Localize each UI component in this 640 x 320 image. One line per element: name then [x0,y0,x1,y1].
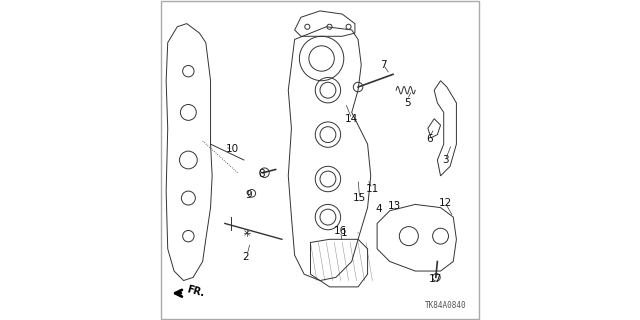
Text: 4: 4 [376,204,382,214]
Text: 10: 10 [226,144,239,154]
Text: 12: 12 [438,198,452,208]
Text: 14: 14 [345,114,358,124]
Text: 3: 3 [442,155,449,165]
Text: 13: 13 [388,201,401,211]
Text: 15: 15 [353,193,366,203]
Text: FR.: FR. [185,284,205,299]
Text: 11: 11 [365,184,379,194]
Text: 8: 8 [258,169,264,179]
Text: 5: 5 [404,98,410,108]
Text: 1: 1 [340,228,347,238]
Text: 2: 2 [242,252,249,262]
Text: TK84A0840: TK84A0840 [424,301,466,310]
Text: 17: 17 [429,274,442,284]
Text: 16: 16 [334,226,348,236]
Text: 9: 9 [245,190,252,200]
Text: 6: 6 [426,134,433,144]
Text: 7: 7 [380,60,387,70]
